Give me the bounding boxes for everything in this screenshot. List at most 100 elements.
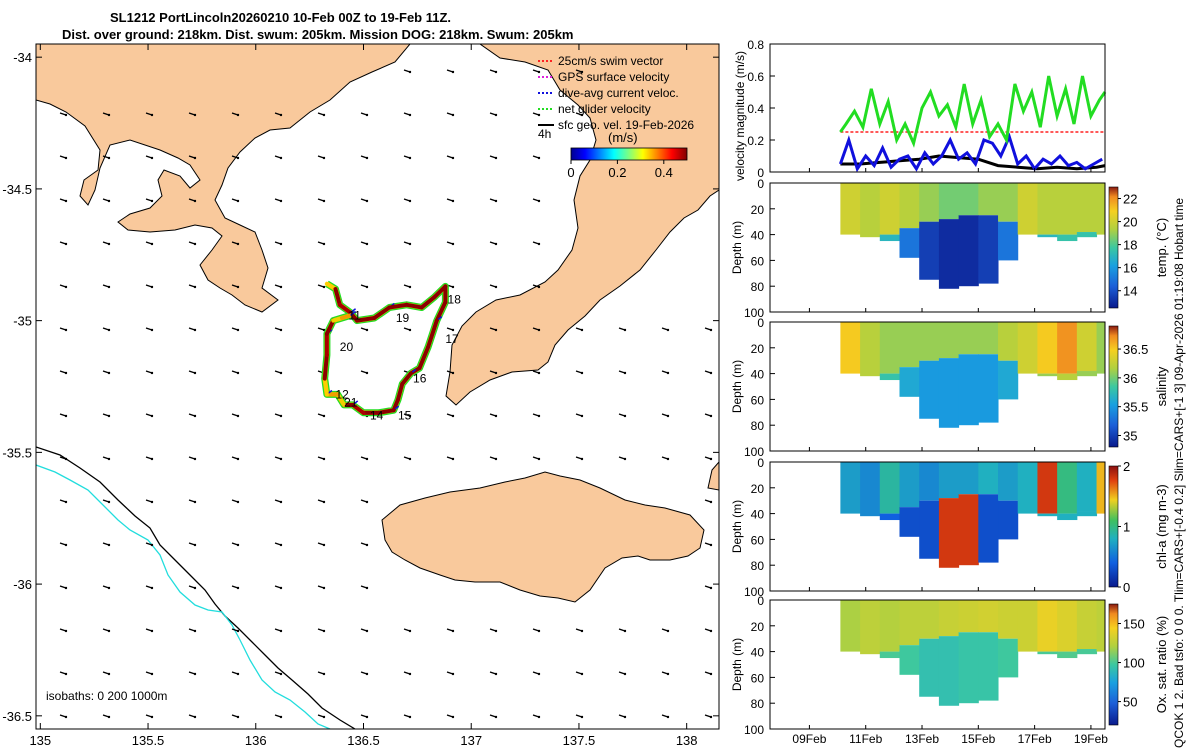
section-upper-cell [879, 462, 900, 514]
time-x-tick-label: 13Feb [905, 732, 939, 746]
velocity-y-tick-label: 0 [757, 166, 764, 180]
section-upper-cell [1096, 462, 1106, 514]
section-lower-cell [938, 358, 960, 428]
track-segment [400, 371, 413, 386]
velocity-vector-head [623, 328, 627, 332]
velocity-y-tick-label: 0.6 [747, 70, 764, 84]
velocity-vector-head [279, 543, 283, 547]
section-upper-cell [840, 322, 861, 374]
velocity-vector-head [451, 242, 455, 246]
velocity-vector-head [451, 672, 455, 676]
velocity-ylabel: velocity magnitude (m/s) [733, 51, 747, 181]
track-segment [335, 392, 347, 407]
colorbar-tick-label: 0.2 [608, 165, 626, 180]
velocity-vector-head [107, 586, 111, 590]
velocity-vector-head [150, 543, 154, 547]
section-lower-cell [958, 354, 979, 426]
velocity-vector-head [64, 113, 68, 117]
velocity-vector-head [408, 285, 412, 289]
velocity-vector-head [236, 242, 240, 246]
section-colorbar-tick-label: 0 [1123, 580, 1130, 595]
velocity-vector-head [193, 629, 197, 633]
velocity-vector-head [193, 371, 197, 375]
track-segment [395, 381, 405, 402]
velocity-vector-head [494, 328, 498, 332]
velocity-vector-head [193, 586, 197, 590]
velocity-vector-head [623, 629, 627, 633]
velocity-vector-head [408, 414, 412, 418]
velocity-vector-head [236, 414, 240, 418]
section-lower-cell [899, 645, 920, 675]
section-lower-cell [938, 219, 960, 289]
section-lower-cell [1037, 373, 1058, 377]
velocity-vector-head [236, 371, 240, 375]
section-upper-cell [938, 322, 960, 359]
section-colorbar-tick-label: 100 [1123, 656, 1145, 671]
velocity-vector-head [408, 113, 412, 117]
speed-colorbar [570, 147, 688, 161]
velocity-vector-head [580, 371, 584, 375]
section-colorbar [1108, 325, 1119, 448]
section-lower-cell [919, 500, 940, 559]
section-upper-cell [1017, 322, 1038, 374]
section-lower-cell [879, 234, 900, 242]
section-upper-cell [978, 462, 999, 495]
section-upper-cell [1017, 600, 1038, 652]
section-lower-cell [1076, 232, 1098, 238]
velocity-vector-head [365, 586, 369, 590]
velocity-vector-head [150, 285, 154, 289]
velocity-vector-head [580, 328, 584, 332]
velocity-vector-head [193, 156, 197, 160]
depth-tick-label: 100 [744, 445, 764, 459]
velocity-vector-head [709, 371, 713, 375]
velocity-vector-head [236, 457, 240, 461]
section-upper-cell [1037, 322, 1058, 374]
velocity-vector-head [365, 629, 369, 633]
velocity-vector-head [580, 457, 584, 461]
velocity-series-line [839, 75, 1107, 148]
velocity-vector-head [408, 457, 412, 461]
section-upper-cell [919, 183, 940, 222]
velocity-vector-head [236, 672, 240, 676]
section-colorbar-tick-label: 1 [1123, 520, 1130, 535]
track-segment [434, 300, 448, 323]
section-upper-cell [1096, 183, 1106, 235]
map-x-ticks: 135 135.5 136 136.5 137 137.5 138 [29, 44, 698, 748]
velocity-vector-head [322, 457, 326, 461]
velocity-vector-head [537, 328, 541, 332]
velocity-vector-head [64, 715, 68, 719]
map-y-tick-label: -34.5 [2, 182, 32, 197]
velocity-vector-head [150, 457, 154, 461]
section-colorbar-label: chl-a (mg m-3) [1154, 484, 1169, 569]
colorbar-unit-label: (m/s) [608, 130, 638, 145]
map-y-tick-label: -34 [13, 50, 32, 65]
map-legend: 25cm/s swim vector GPS surface velocity di… [538, 54, 694, 132]
velocity-vector-head [193, 328, 197, 332]
section-colorbar-label: temp. (°C) [1154, 218, 1169, 277]
section-upper-cell [1057, 183, 1078, 235]
velocity-vector-head [279, 328, 283, 332]
land-fleurieu [707, 461, 719, 491]
velocity-vector-head [408, 629, 412, 633]
velocity-vector-head [580, 113, 584, 117]
velocity-vector-head [107, 199, 111, 203]
dive-current-vector [350, 310, 357, 316]
velocity-vector-head [623, 672, 627, 676]
time-x-tick-label: 11Feb [849, 732, 882, 746]
velocity-vector-head [365, 113, 369, 117]
velocity-vector-head [709, 629, 713, 633]
velocity-vector-head [537, 715, 541, 719]
velocity-vector-head [408, 328, 412, 332]
velocity-vector-head [322, 113, 326, 117]
section-upper-cell [1057, 322, 1078, 374]
velocity-vector-head [150, 371, 154, 375]
section-upper-cell [1076, 183, 1098, 233]
section-upper-cell [879, 322, 900, 374]
depth-tick-label: 20 [751, 482, 765, 496]
section-colorbar-tick-label: 35 [1123, 428, 1137, 443]
section-upper-cell [1037, 183, 1058, 235]
section-upper-cell [958, 322, 979, 355]
velocity-vector-head [494, 70, 498, 74]
velocity-vector-head [150, 715, 154, 719]
isobath-label: isobaths: 0 200 1000m [46, 689, 167, 703]
